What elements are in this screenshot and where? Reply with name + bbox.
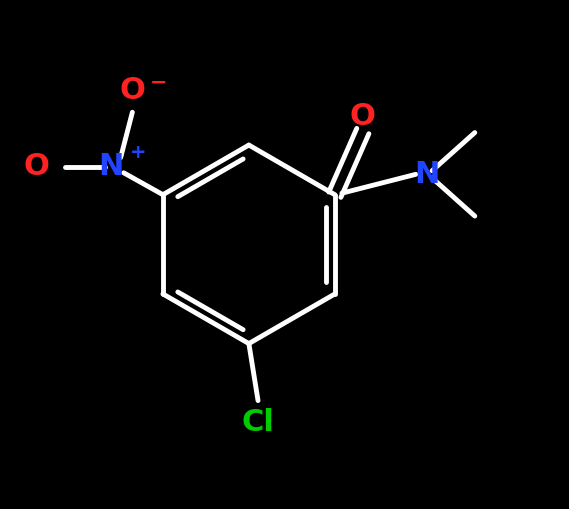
Text: N: N [98, 152, 123, 181]
Text: O: O [350, 102, 376, 131]
Text: N: N [414, 160, 440, 189]
Text: +: + [130, 143, 146, 162]
Text: O: O [23, 152, 50, 181]
Text: −: − [150, 73, 168, 93]
Text: Cl: Cl [242, 409, 274, 437]
Text: O: O [119, 76, 145, 105]
